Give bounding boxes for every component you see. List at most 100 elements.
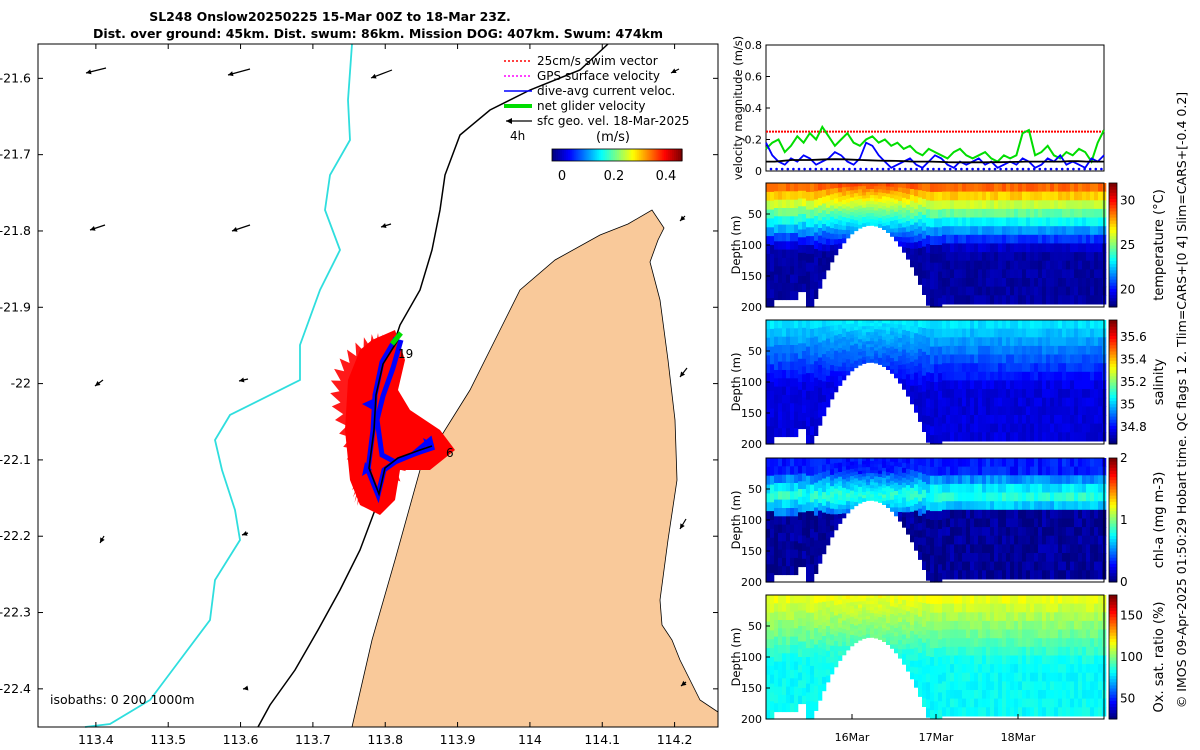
section-cell (922, 595, 927, 604)
section-cell (942, 672, 947, 682)
section-cell (810, 337, 815, 348)
section-cell (810, 373, 815, 383)
section-cell (922, 513, 927, 523)
section-cell (1046, 295, 1051, 305)
section-cell (790, 636, 795, 646)
section-cell (802, 358, 807, 368)
section-cell (1054, 492, 1059, 502)
section-cell (802, 413, 807, 422)
section-cell (834, 345, 839, 352)
section-cell (938, 408, 943, 419)
section-cell (910, 331, 915, 339)
section-cell (950, 707, 955, 717)
section-cell (974, 603, 979, 613)
section-cell (1058, 380, 1063, 390)
section-cell (834, 213, 839, 220)
section-cell (858, 189, 863, 194)
section-colorbar-cell (1109, 388, 1117, 392)
section-cell (1058, 518, 1063, 528)
section-cell (1002, 397, 1007, 407)
section-cell (1002, 655, 1007, 665)
section-cell (1006, 320, 1011, 330)
section-cell (1030, 544, 1035, 554)
section-cell (1046, 492, 1051, 502)
section-cell (1086, 501, 1091, 511)
section-cell (802, 465, 807, 475)
section-cell (822, 478, 827, 486)
section-cell (1022, 363, 1027, 373)
section-cell (1074, 415, 1079, 425)
section-cell (990, 217, 995, 227)
section-cell (946, 553, 951, 563)
section-cell (946, 518, 951, 528)
section-cell (998, 612, 1003, 622)
section-cell (1050, 217, 1055, 227)
section-cell (814, 636, 819, 645)
section-cell (1070, 234, 1075, 244)
section-cell (1050, 345, 1055, 356)
section-cell (850, 356, 855, 361)
section-cell (1042, 423, 1047, 433)
section-cell (786, 216, 791, 226)
section-cell (1042, 243, 1047, 253)
section-cell (1022, 226, 1027, 236)
section-cell (1066, 260, 1071, 270)
section-cell (926, 638, 931, 648)
section-cell (1034, 672, 1039, 682)
velocity-dot (881, 167, 885, 171)
section-cell (838, 504, 843, 510)
section-cell (934, 337, 939, 348)
section-cell (866, 485, 871, 489)
section-cell (910, 535, 915, 543)
section-cell (958, 595, 963, 605)
section-cell (966, 707, 971, 717)
section-colorbar-cell (1109, 510, 1117, 515)
section-cell (854, 220, 859, 225)
section-cell (882, 458, 887, 462)
section-cell (1066, 252, 1071, 262)
section-cell (870, 458, 875, 462)
section-cell (806, 209, 811, 220)
section-cell (1030, 690, 1035, 700)
colorbar-cell (673, 149, 677, 161)
section-cell (1058, 252, 1063, 262)
section-cell (842, 475, 847, 480)
section-cell (1018, 295, 1023, 305)
section-cell (934, 674, 939, 685)
section-cell (790, 361, 795, 371)
section-cell (934, 458, 939, 468)
section-cell (938, 630, 943, 640)
section-cell (1074, 406, 1079, 416)
section-cell (986, 380, 991, 390)
section-cell (1050, 570, 1055, 580)
section-cell (986, 535, 991, 545)
section-cell (1094, 415, 1099, 425)
section-cell (842, 375, 847, 381)
section-cell (1022, 475, 1027, 485)
section-cell (870, 320, 875, 324)
section-cell (998, 535, 1003, 545)
velocity-dot (859, 167, 862, 171)
section-cell (1038, 243, 1043, 253)
section-colorbar-cell (1109, 263, 1117, 268)
section-cell (786, 557, 791, 567)
section-cell (1082, 501, 1087, 511)
section-cell (890, 221, 895, 226)
section-cell (1082, 371, 1087, 381)
section-cell (894, 623, 899, 629)
section-cell (902, 629, 907, 636)
section-cell (990, 655, 995, 665)
section-cell (850, 219, 855, 224)
section-cell (1042, 483, 1047, 494)
section-cell (898, 187, 903, 193)
section-cell (970, 561, 975, 571)
section-cell (802, 206, 807, 215)
velocity-dot (775, 167, 778, 171)
section-cell (966, 518, 971, 528)
section-cell (1066, 269, 1071, 279)
section-cell (886, 486, 891, 491)
section-cell (1014, 208, 1019, 219)
section-cell (1098, 200, 1103, 210)
section-cell (1086, 191, 1091, 201)
section-cell (858, 601, 863, 606)
